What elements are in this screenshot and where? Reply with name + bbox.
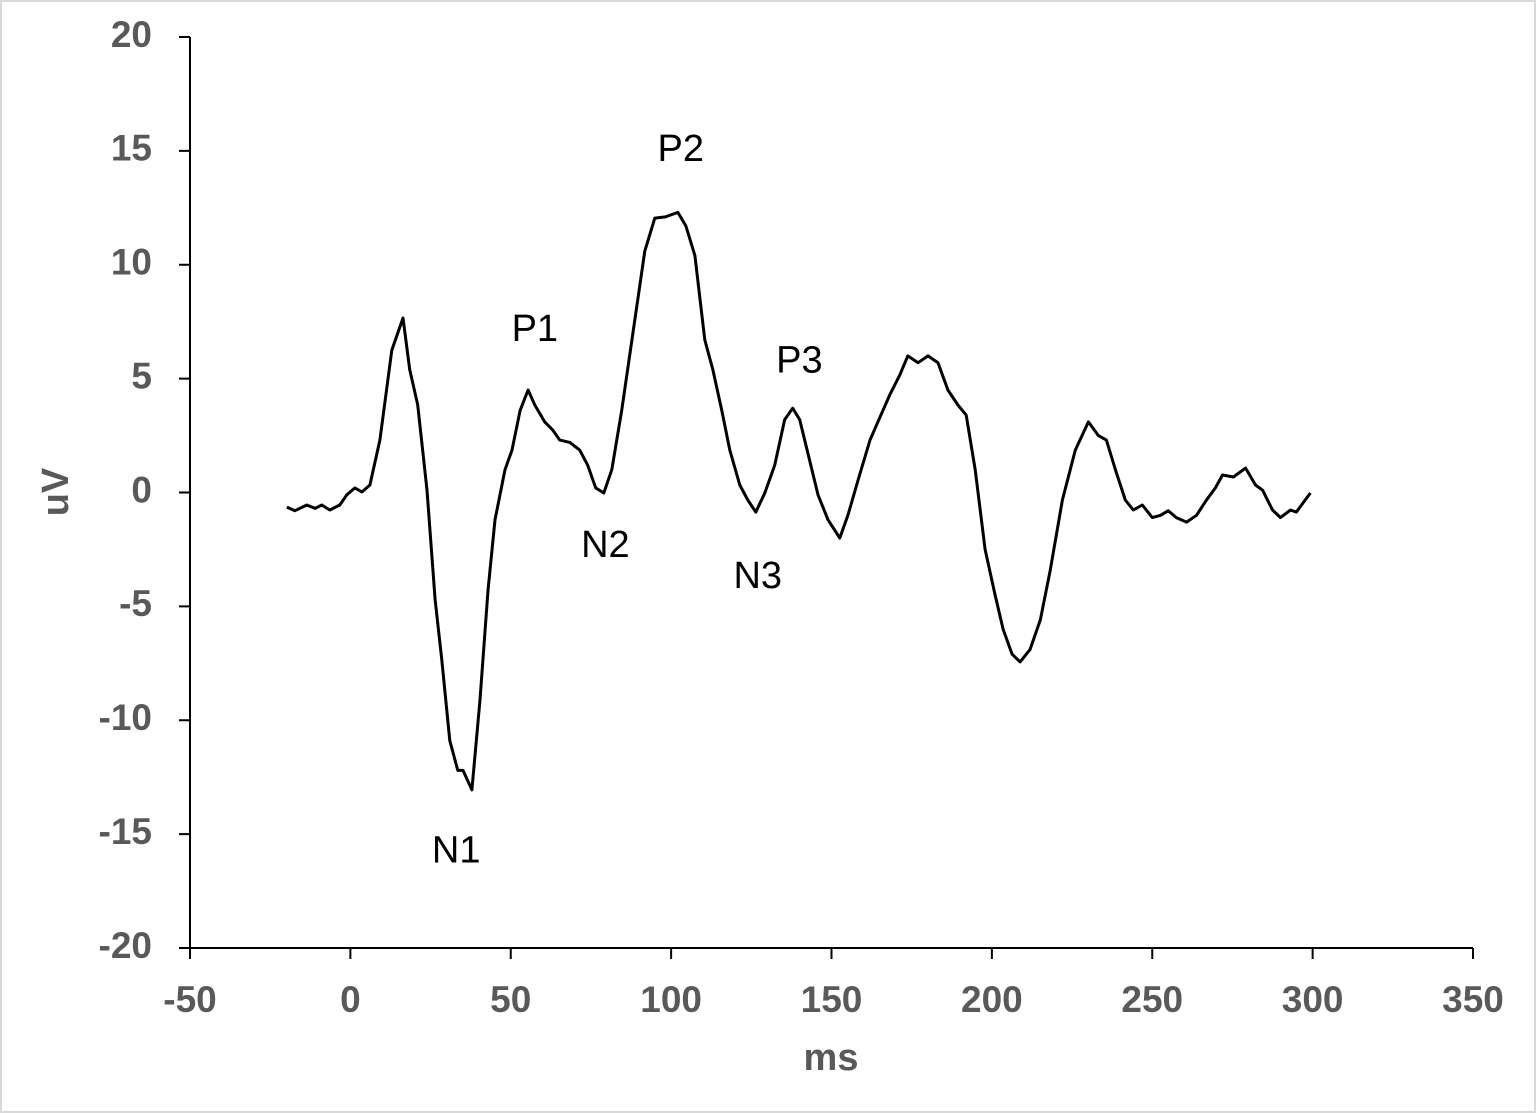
y-tick-label: -15 — [99, 811, 152, 852]
line — [286, 210, 1312, 792]
y-tick-label: 15 — [111, 128, 152, 169]
x-axis-title: ms — [804, 1037, 859, 1079]
peak-label: P2 — [658, 128, 704, 170]
y-tick-label: 0 — [131, 469, 152, 510]
peak-label: P1 — [512, 308, 558, 350]
y-tick-label: -20 — [99, 925, 152, 966]
y-tick-label: -10 — [99, 697, 152, 738]
x-tick-label: 0 — [340, 979, 361, 1020]
peak-label: P3 — [776, 340, 822, 382]
y-tick-label: 20 — [111, 14, 152, 55]
peak-label: N3 — [733, 555, 782, 597]
x-tick-label: 250 — [1121, 979, 1183, 1020]
y-tick-label: 10 — [111, 242, 152, 283]
peak-label: N1 — [432, 829, 481, 871]
y-tick-label: -5 — [119, 583, 152, 624]
x-tick-label: -50 — [163, 979, 216, 1020]
x-tick-label: 100 — [640, 979, 702, 1020]
x-tick-label: 350 — [1442, 979, 1504, 1020]
x-tick-label: 300 — [1282, 979, 1344, 1020]
x-tick-label: 200 — [961, 979, 1023, 1020]
x-tick-label: 150 — [801, 979, 863, 1020]
x-tick-label: 50 — [490, 979, 531, 1020]
y-axis-title: uV — [35, 467, 77, 516]
peak-label: N2 — [581, 524, 630, 566]
y-tick-label: 5 — [131, 355, 152, 396]
